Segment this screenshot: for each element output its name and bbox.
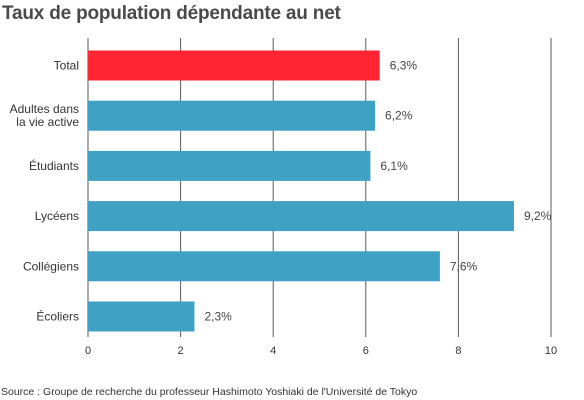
- value-labels: 6,3% 6,2% 6,1% 9,2% 7,6% 2,3%: [204, 59, 551, 324]
- category-label: Total: [54, 59, 79, 73]
- bar: [88, 301, 195, 332]
- bar: [88, 251, 440, 282]
- value-label: 9,2%: [524, 209, 552, 223]
- bar: [88, 201, 514, 232]
- x-tick-label: 8: [455, 345, 461, 357]
- source-note: Source : Groupe de recherche du professe…: [1, 386, 418, 398]
- bar: [88, 50, 380, 81]
- bars: [88, 50, 514, 332]
- category-label: Lycéens: [35, 209, 79, 223]
- bar-chart: Total Adultes dans la vie active Étudiants L…: [10, 38, 557, 357]
- grid-lines: [87, 38, 552, 337]
- category-labels: Total Adultes dans la vie active Étudiants L…: [10, 59, 80, 324]
- value-label: 7,6%: [450, 259, 478, 273]
- category-label: Écoliers: [36, 309, 79, 324]
- category-label: Adultes dans la vie active: [10, 102, 80, 129]
- bar: [88, 100, 376, 131]
- value-label: 6,3%: [390, 59, 418, 73]
- x-axis-ticks: 0 2 4 6 8 10: [85, 345, 557, 357]
- x-tick-label: 10: [545, 345, 557, 357]
- category-label: Étudiants: [29, 158, 79, 173]
- x-tick-label: 0: [85, 345, 91, 357]
- x-tick-label: 4: [270, 345, 276, 357]
- category-label: Collégiens: [23, 259, 79, 273]
- value-label: 6,2%: [385, 109, 413, 123]
- x-tick-label: 2: [178, 345, 184, 357]
- bar: [88, 150, 371, 181]
- value-label: 2,3%: [204, 310, 232, 324]
- chart-title: Taux de population dépendante au net: [2, 3, 341, 24]
- value-label: 6,1%: [380, 159, 408, 173]
- x-tick-label: 6: [363, 345, 369, 357]
